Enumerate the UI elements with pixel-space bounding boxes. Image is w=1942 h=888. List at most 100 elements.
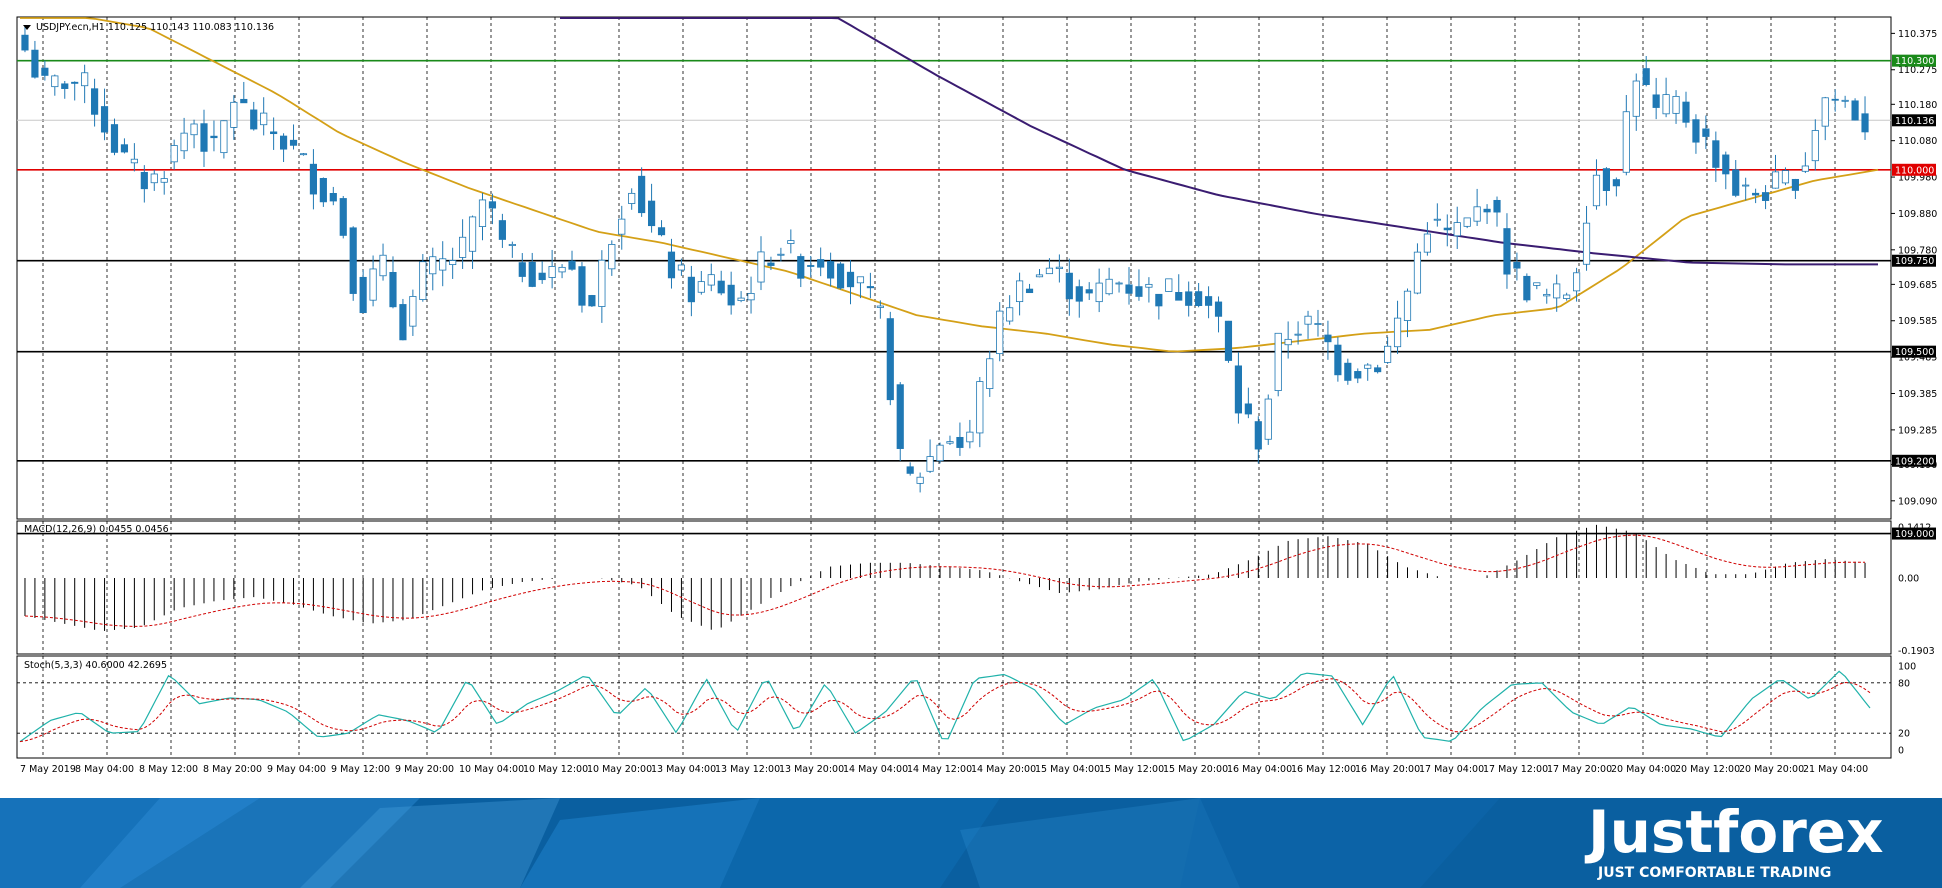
bear-candle — [1214, 301, 1223, 317]
bear-candle — [1334, 344, 1342, 376]
x-tick-label: 20 May 04:00 — [1611, 764, 1676, 775]
bull-candle — [946, 441, 954, 444]
bull-candle — [1403, 290, 1412, 321]
y-tick-label: 109.385 — [1898, 389, 1937, 400]
dropdown-triangle-icon[interactable] — [23, 25, 31, 30]
bear-candle — [1155, 293, 1163, 307]
bear-candle — [956, 436, 964, 448]
bear-candle — [657, 227, 666, 236]
bull-candle — [1453, 222, 1461, 237]
macd-header: MACD(12,26,9) 0.0455 0.0456 — [24, 524, 169, 535]
bear-candle — [1602, 168, 1611, 191]
bear-candle — [1254, 421, 1262, 450]
bear-candle — [349, 227, 357, 294]
bull-candle — [260, 112, 268, 126]
bull-candle — [1821, 97, 1829, 127]
candlesticks — [21, 24, 1869, 493]
bull-candle — [1801, 165, 1809, 172]
bear-candle — [399, 304, 407, 341]
price-tag-label: 110.300 — [1895, 56, 1934, 67]
bear-candle — [638, 175, 646, 214]
y-tick-label: 109.980 — [1898, 173, 1937, 184]
bull-candle — [1632, 80, 1640, 117]
bear-candle — [1125, 284, 1133, 294]
bear-candle — [279, 135, 288, 150]
stoch-tick-label: 100 — [1898, 662, 1916, 673]
price-tag-box — [1892, 254, 1936, 267]
bull-candle — [1393, 317, 1402, 348]
bull-candle — [1533, 282, 1541, 286]
price-tag-label: 109.500 — [1895, 347, 1934, 358]
x-tick-label: 17 May 20:00 — [1547, 764, 1612, 775]
price-tag-label: 109.200 — [1895, 456, 1934, 467]
x-tick-label: 14 May 12:00 — [907, 764, 972, 775]
stoch-tick-label: 80 — [1898, 678, 1910, 689]
bull-candle — [1573, 272, 1581, 292]
bull-candle — [876, 305, 884, 308]
brand-banner: Justforex JUST COMFORTABLE TRADING — [0, 798, 1942, 888]
bear-candle — [1195, 291, 1203, 306]
bear-candle — [200, 123, 208, 152]
bull-candle — [856, 276, 865, 284]
bull-candle — [1771, 171, 1780, 189]
bear-candle — [21, 34, 29, 51]
bear-candle — [1374, 367, 1382, 373]
y-tick-label: 109.485 — [1898, 353, 1937, 364]
x-tick-label: 9 May 20:00 — [395, 764, 454, 775]
x-tick-label: 13 May 20:00 — [779, 764, 844, 775]
bull-candle — [1742, 184, 1750, 187]
bull-candle — [558, 266, 566, 273]
vertical-grid — [42, 17, 1836, 758]
bear-candle — [61, 83, 69, 89]
bear-candle — [1513, 261, 1521, 269]
bull-candle — [1811, 130, 1819, 162]
y-tick-label: 109.090 — [1898, 496, 1937, 507]
x-tick-label: 20 May 20:00 — [1739, 764, 1804, 775]
x-tick-label: 8 May 20:00 — [203, 764, 262, 775]
y-tick-label: 110.180 — [1898, 100, 1937, 111]
bear-candle — [1652, 94, 1660, 108]
bear-candle — [1712, 140, 1720, 168]
bear-candle — [906, 466, 914, 474]
bull-candle — [1582, 222, 1591, 265]
bull-candle — [628, 192, 636, 204]
bear-candle — [110, 124, 119, 153]
y-tick-label: 110.275 — [1898, 65, 1937, 76]
bull-candle — [1543, 293, 1551, 297]
bear-candle — [1642, 68, 1650, 86]
bull-candle — [508, 243, 516, 246]
bear-candle — [1204, 296, 1213, 306]
bull-candle — [130, 158, 138, 164]
main-panel-frame — [16, 16, 1892, 520]
bull-candle — [996, 310, 1004, 355]
bull-candle — [1672, 95, 1680, 114]
bear-candle — [1065, 272, 1073, 300]
bear-candle — [836, 263, 845, 289]
bull-candle — [230, 101, 238, 128]
bear-candle — [339, 198, 347, 236]
bear-candle — [518, 262, 526, 277]
x-tick-label: 10 May 04:00 — [459, 764, 524, 775]
stoch-tick-label: 20 — [1898, 729, 1910, 740]
bear-candle — [717, 280, 725, 294]
moving-average-fast — [20, 17, 1879, 353]
bear-candle — [1752, 192, 1760, 196]
x-tick-label: 17 May 04:00 — [1419, 764, 1484, 775]
price-tag-label: 109.750 — [1895, 256, 1934, 267]
symbol-dropdown[interactable]: USDJPY.ecn,H1 110.125 110.143 110.083 11… — [23, 22, 274, 33]
bear-candle — [270, 131, 278, 135]
x-tick-label: 7 May 2019 — [20, 764, 76, 775]
bull-candle — [190, 123, 198, 136]
bear-candle — [1135, 286, 1143, 297]
bull-candle — [180, 132, 188, 152]
bear-candle — [1234, 365, 1242, 414]
moving-average-slow — [560, 17, 1878, 266]
bull-candle — [1274, 332, 1282, 391]
bull-candle — [677, 264, 686, 271]
bear-candle — [588, 295, 596, 307]
bear-candle — [1025, 288, 1034, 294]
price-tag-box — [1892, 454, 1936, 467]
y-tick-label: 109.585 — [1898, 316, 1937, 327]
bull-candle — [1433, 218, 1441, 221]
bull-candle — [1384, 345, 1392, 363]
